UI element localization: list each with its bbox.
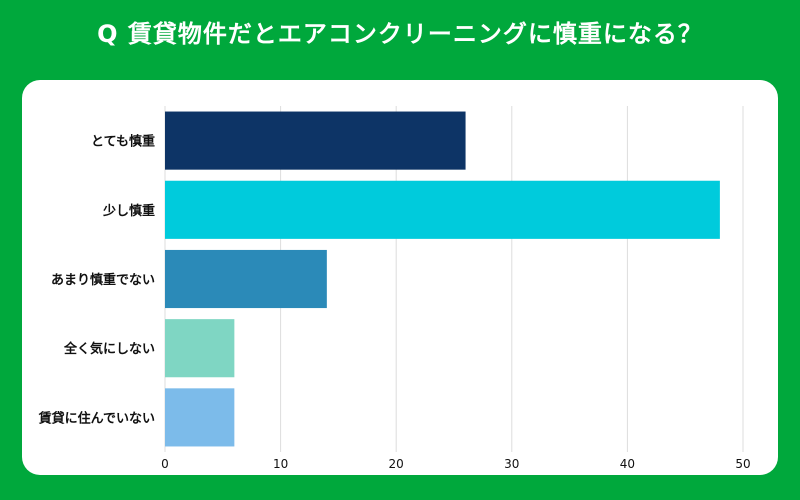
category-label: 賃貸に住んでいない bbox=[38, 410, 155, 426]
bars bbox=[165, 111, 720, 447]
chart-title: Q 賃貸物件だとエアコンクリーニングに慎重になる？ bbox=[97, 20, 703, 48]
bar-1 bbox=[165, 180, 720, 239]
bar-3 bbox=[165, 319, 235, 378]
category-label: とても慎重 bbox=[91, 134, 155, 150]
x-tick-labels: 0 10 20 30 40 50 bbox=[161, 457, 750, 471]
x-tick-label: 40 bbox=[620, 457, 635, 471]
x-tick-label: 20 bbox=[389, 457, 404, 471]
bar-2 bbox=[165, 249, 327, 309]
x-tick-label: 0 bbox=[161, 457, 169, 471]
category-label: あまり慎重でない bbox=[51, 272, 155, 288]
bar-4 bbox=[165, 388, 235, 447]
x-tick-label: 50 bbox=[735, 457, 750, 471]
category-label: 少し慎重 bbox=[102, 203, 155, 219]
bar-0 bbox=[165, 111, 466, 170]
x-tick-label: 10 bbox=[273, 457, 288, 471]
x-tick-label: 30 bbox=[504, 457, 519, 471]
category-label: 全く気にしない bbox=[63, 341, 155, 357]
